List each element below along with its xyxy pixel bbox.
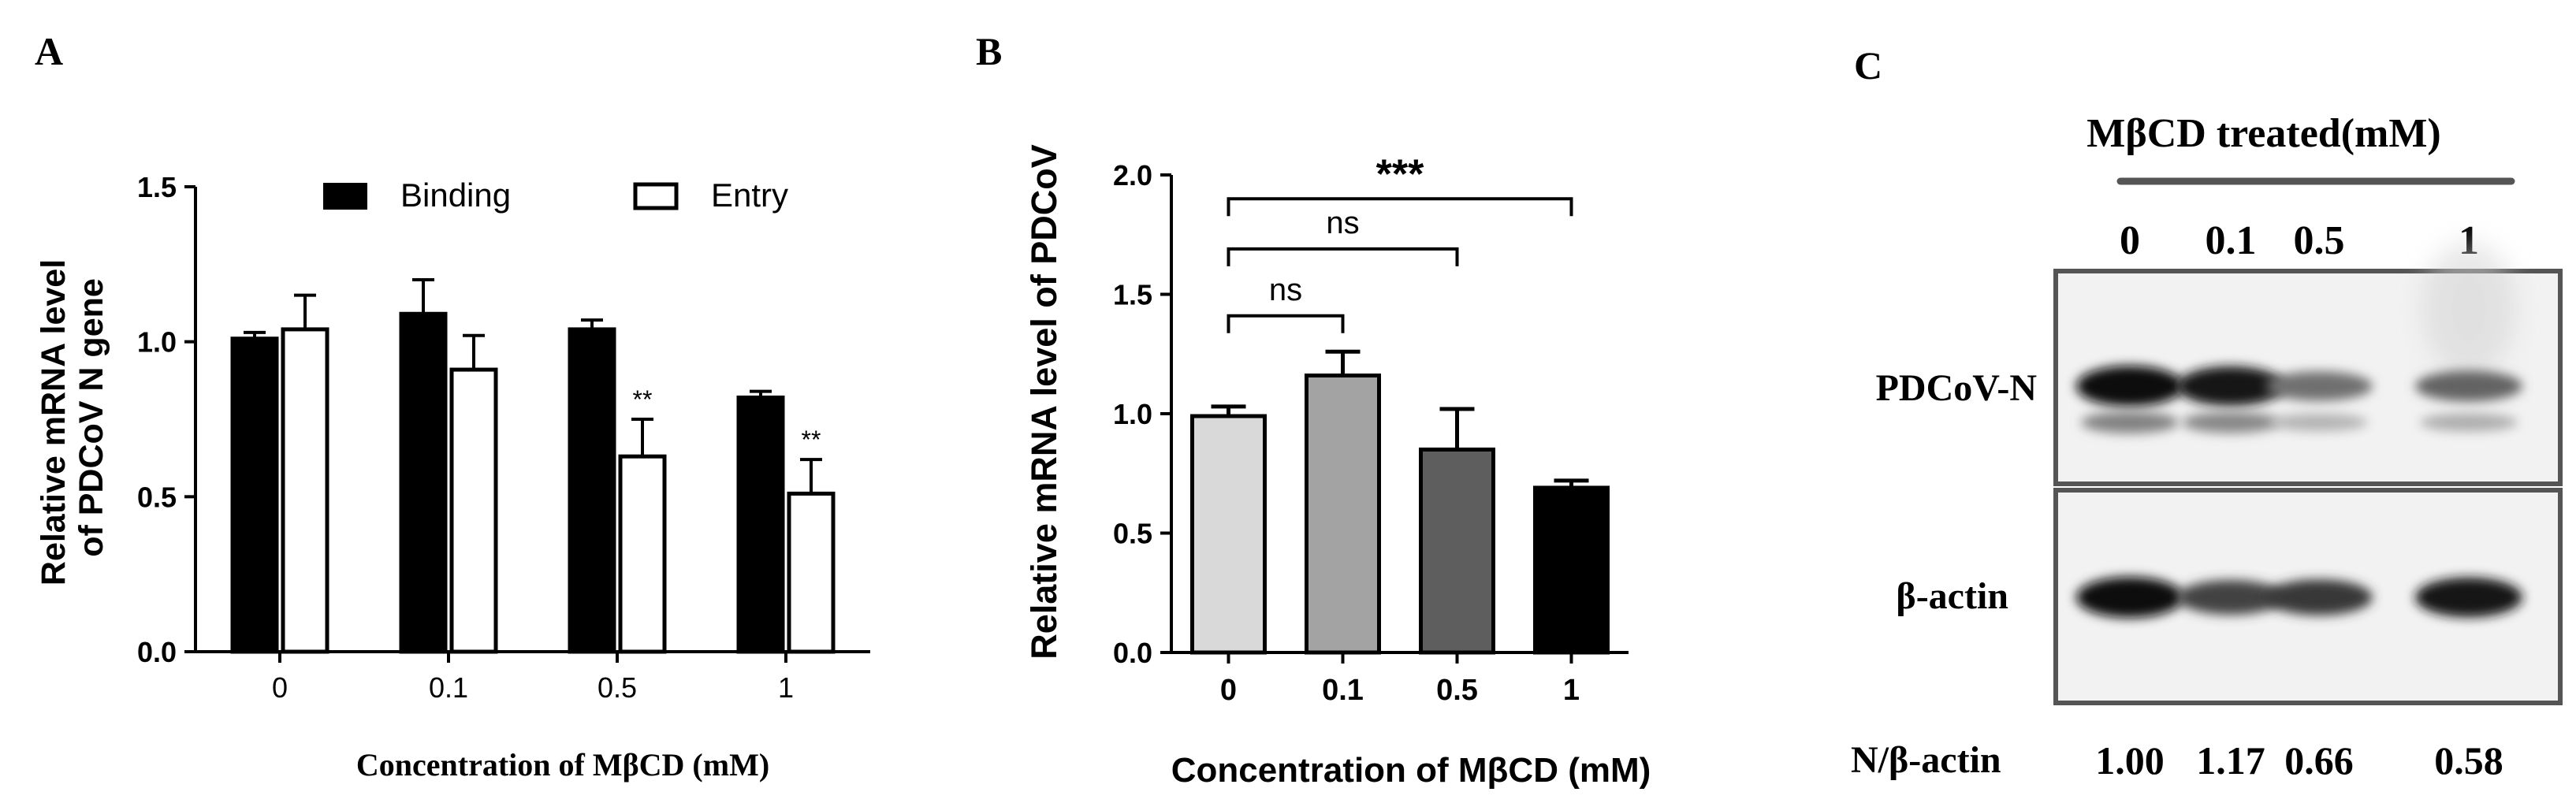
bar-binding-0-1 [399,311,448,654]
blot-band-lower [2270,413,2368,432]
panel-a-y-tick-label: 1.5 [137,171,177,203]
panel-label-b: B [976,29,1002,73]
blot-lane-label: 0 [2120,218,2140,263]
legend-binding-label: Binding [400,177,511,214]
legend-entry-label: Entry [711,177,788,214]
blot-band-pdcov-n-lane-0-1 [2177,366,2284,407]
panel-a-y-tick-label: 0.0 [137,636,177,668]
blot-smear [2422,242,2516,376]
bar-entry-1 [787,491,836,654]
blot-band-actin-lane-0-5 [2265,579,2373,615]
blot-row-label-beta-actin: β-actin [1896,575,2008,617]
bar-mbcd-0-1 [1305,374,1381,655]
significance-label: ns [1269,273,1302,307]
bar-binding-0 [230,336,279,654]
blot-band-pdcov-n-lane-1 [2415,370,2522,402]
bar-entry-0-5 [618,454,667,654]
panel-b-y-tick-label: 2.0 [1113,159,1152,191]
panel-b-x-tick-label: 1 [1563,674,1580,707]
bar-entry-0 [281,327,329,654]
panel-b-x-axis-title: Concentration of MβCD (mM) [1171,751,1651,790]
panel-c-western-blot: MβCD treated(mM) 0 0.1 0.5 1 PDCoV-N β-acti… [1851,111,2563,783]
blot-ratio-label: N/β-actin [1851,739,2001,781]
blot-ratio-value: 0.66 [2284,738,2354,783]
bar-mbcd-0-5 [1419,447,1495,655]
panel-b-x-tick-label: 0 [1220,674,1237,707]
panel-a-x-axis-title: Concentration of MβCD (mM) [356,747,769,783]
panel-b-y-axis-title: Relative mRNA level of PDCoV [1024,144,1064,660]
panel-a-y-tick-label: 1.0 [137,326,177,359]
bar-entry-0-1 [449,367,498,654]
significance-bracket [1227,197,1573,217]
blot-ratio-value: 1.17 [2196,738,2265,783]
blot-band-pdcov-n-lane-0 [2076,366,2183,407]
blot-band-lower [2081,411,2179,433]
panel-b-y-tick-label: 0.0 [1113,637,1152,669]
bar-binding-0-5 [568,327,616,654]
blot-treatment-title: MβCD treated(mM) [2086,111,2440,156]
panel-a-chart: 0.0 0.5 1.0 1.5 ** ** 0 0.1 0.5 1 Binding Entry… [35,171,870,783]
blot-lane-label: 0.5 [2294,218,2345,263]
bar-binding-1 [736,395,785,654]
blot-band-lower [2420,413,2518,432]
panel-a-x-tick-label: 0 [272,671,288,704]
blot-ratio-value: 0.58 [2434,738,2503,783]
panel-a-significance: ** [802,426,821,454]
significance-bracket [1227,247,1459,266]
panel-a-y-tick-label: 0.5 [137,481,177,513]
blot-lane-label: 0.1 [2206,218,2257,263]
blot-band-lower [2182,411,2280,433]
panel-b-y-tick-label: 0.5 [1113,518,1152,550]
panel-b-x-tick-label: 0.5 [1436,674,1478,707]
panel-label-c: C [1854,43,1882,87]
legend-binding-swatch [323,183,367,210]
blot-band-actin-lane-0-1 [2177,580,2284,615]
bar-mbcd-1 [1533,485,1610,655]
panel-a-x-tick-label: 0.5 [597,671,637,704]
blot-row-label-pdcov-n: PDCoV-N [1876,367,2038,409]
panel-a-y-axis-title: Relative mRNA level of PDCoV N gene [35,250,110,586]
panel-b-x-tick-label: 0.1 [1322,674,1364,707]
blot-band-actin-lane-0 [2076,577,2183,618]
blot-band-pdcov-n-lane-0-5 [2265,371,2373,401]
panel-a-x-tick-label: 1 [778,671,794,704]
panel-b-y-tick-label: 1.5 [1113,279,1152,311]
significance-bracket [1227,314,1345,333]
panel-a-x-tick-label: 0.1 [429,671,468,704]
blot-band-actin-lane-1 [2415,577,2522,618]
legend-entry-swatch [633,182,679,210]
panel-a-significance: ** [633,385,653,414]
panel-b-y-tick-label: 1.0 [1113,398,1152,430]
bar-mbcd-0 [1190,414,1267,655]
significance-label: *** [1376,151,1424,197]
blot-ratio-value: 1.00 [2095,738,2165,783]
significance-label: ns [1326,206,1359,240]
panel-label-a: A [35,29,63,73]
